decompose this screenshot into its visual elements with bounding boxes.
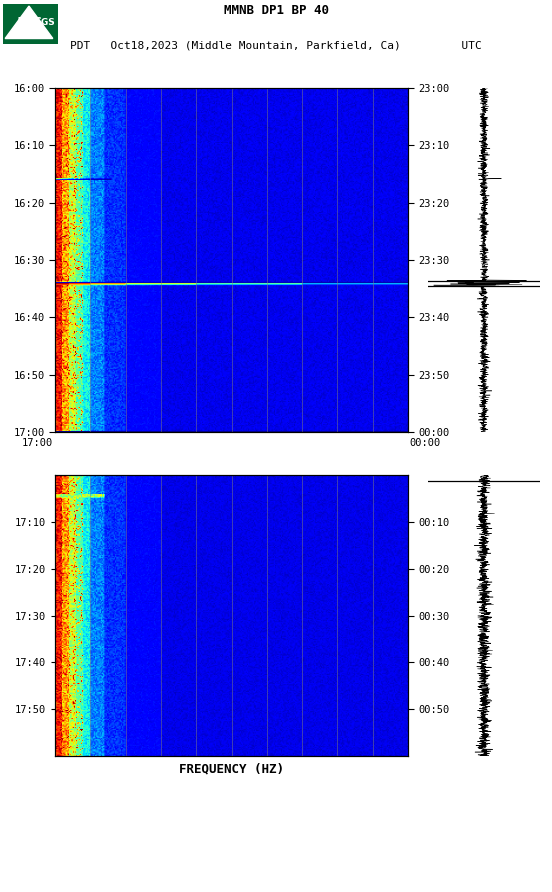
- Polygon shape: [5, 6, 53, 38]
- Text: FREQUENCY (HZ): FREQUENCY (HZ): [179, 763, 284, 776]
- Text: MMNB DP1 BP 40: MMNB DP1 BP 40: [224, 4, 328, 17]
- Bar: [3, 4, 58, 44]
- Text: PDT   Oct18,2023 (Middle Mountain, Parkfield, Ca)         UTC: PDT Oct18,2023 (Middle Mountain, Parkfie…: [70, 40, 482, 50]
- Text: 00:00: 00:00: [410, 439, 441, 449]
- Text: USGS: USGS: [26, 18, 55, 27]
- Text: 17:00: 17:00: [22, 439, 53, 449]
- Text: USGS: USGS: [18, 18, 43, 28]
